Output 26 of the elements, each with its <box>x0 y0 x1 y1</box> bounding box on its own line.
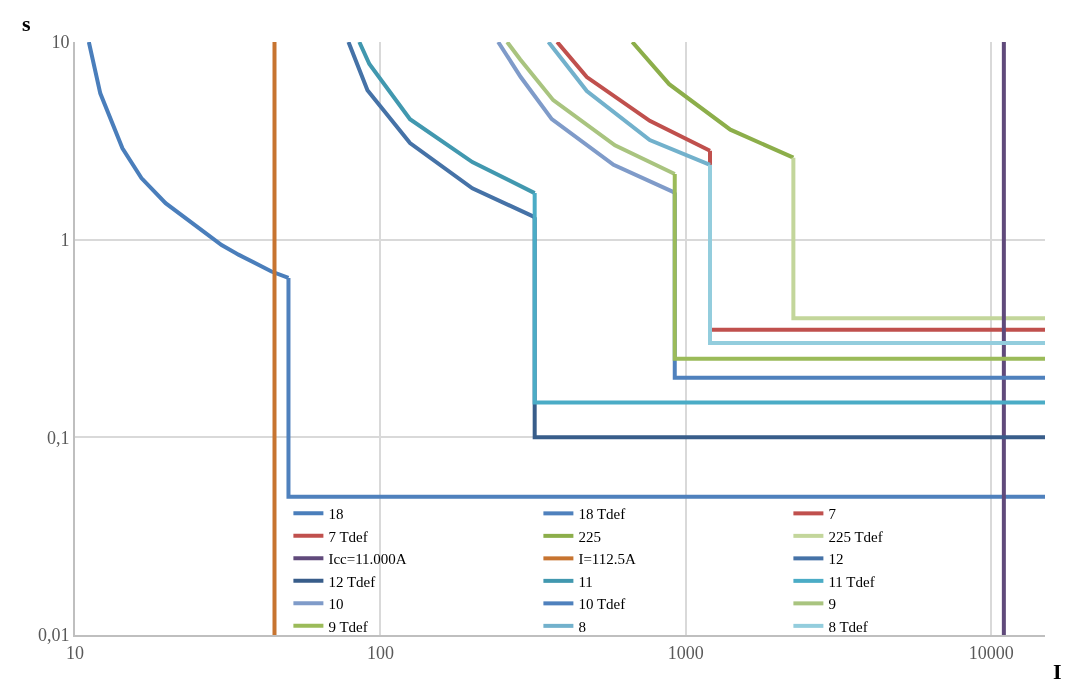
x-tick-label: 1000 <box>667 642 704 663</box>
legend-label: 9 <box>828 596 836 613</box>
legend-label: 10 <box>328 596 344 613</box>
x-tick-label: 10000 <box>968 642 1014 663</box>
legend-label: 7 Tdef <box>328 528 368 545</box>
legend-label: 11 <box>578 573 593 590</box>
legend-label: 12 <box>828 551 844 568</box>
legend-label: 10 Tdef <box>578 596 626 613</box>
legend-label: 8 <box>578 618 586 635</box>
legend-label: I=112.5A <box>578 551 637 568</box>
legend-label: 18 Tdef <box>578 506 626 523</box>
legend-label: 8 Tdef <box>828 618 868 635</box>
y-tick-label: 0,1 <box>46 427 70 448</box>
legend-label: 225 <box>578 528 601 545</box>
legend-label: 7 <box>828 506 837 523</box>
legend-label: Icc=11.000A <box>328 551 407 568</box>
legend-label: 225 Tdef <box>828 528 883 545</box>
x-tick-label: 100 <box>366 642 394 663</box>
y-tick-label: 1 <box>60 229 70 250</box>
x-axis-title: I <box>1053 659 1062 681</box>
legend-label: 11 Tdef <box>828 573 875 590</box>
y-tick-label: 10 <box>51 32 70 53</box>
legend-label: 9 Tdef <box>328 618 368 635</box>
legend-label: 18 <box>328 506 344 523</box>
legend-label: 12 Tdef <box>328 573 376 590</box>
y-axis-title: s <box>22 11 31 36</box>
